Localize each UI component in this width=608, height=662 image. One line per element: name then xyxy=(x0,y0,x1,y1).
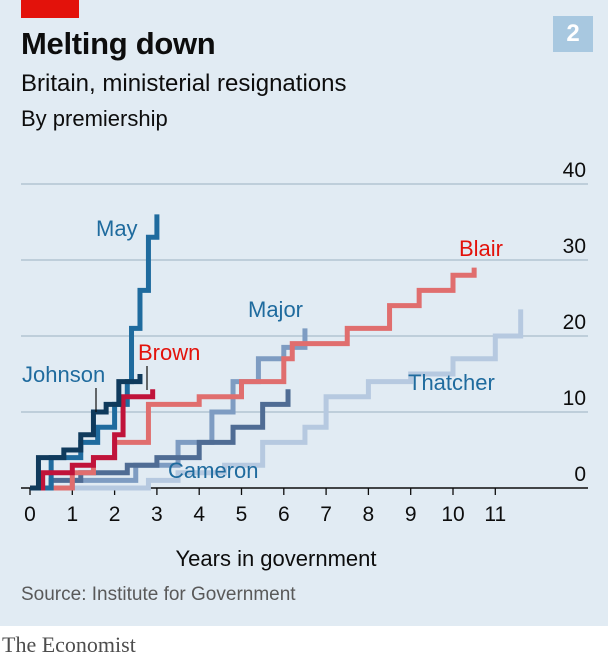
x-tick-label: 5 xyxy=(236,503,248,526)
series-label-major: Major xyxy=(248,297,303,322)
series-label-brown: Brown xyxy=(138,340,200,365)
chart-note: By premiership xyxy=(21,106,168,131)
x-tick-label: 11 xyxy=(484,503,506,526)
series-line-brown xyxy=(30,389,156,491)
brand-red-tag xyxy=(21,0,79,18)
y-tick-label: 0 xyxy=(574,463,586,486)
series-line-major xyxy=(30,328,308,491)
line-chart: 0 10 20 30 40 0 1 2 3 4 5 6 7 8 9 10 11 Years in governme… xyxy=(21,159,588,571)
series-label-johnson: Johnson xyxy=(22,362,105,387)
y-tick-label: 20 xyxy=(563,311,586,334)
series-label-thatcher: Thatcher xyxy=(408,370,495,395)
chart-number-badge: 2 xyxy=(553,16,593,52)
x-tick-label: 6 xyxy=(278,503,290,526)
x-tick-label: 8 xyxy=(363,503,375,526)
x-tick-label: 1 xyxy=(66,503,78,526)
series-line-johnson xyxy=(30,374,143,491)
y-tick-label: 40 xyxy=(563,159,586,182)
brand-logo: The Economist xyxy=(2,632,136,657)
chart-panel xyxy=(0,0,608,626)
y-tick-label: 10 xyxy=(563,387,586,410)
source-note: Source: Institute for Government xyxy=(21,584,296,605)
series-label-may: May xyxy=(96,216,138,241)
series-line-may xyxy=(30,214,160,491)
chart-subtitle: Britain, ministerial resignations xyxy=(21,70,347,97)
x-tick-label: 10 xyxy=(441,503,464,526)
series-line-thatcher xyxy=(30,309,524,491)
x-tick-label: 7 xyxy=(320,503,332,526)
x-tick-label: 9 xyxy=(405,503,417,526)
x-tick-label: 3 xyxy=(151,503,163,526)
x-tick-label: 2 xyxy=(109,503,121,526)
x-tick-label: 0 xyxy=(24,503,36,526)
series-label-blair: Blair xyxy=(459,236,503,261)
y-tick-label: 30 xyxy=(563,235,586,258)
chart-title: Melting down xyxy=(21,26,216,61)
series-label-cameron: Cameron xyxy=(168,458,258,483)
x-axis-label: Years in government xyxy=(176,546,377,571)
x-tick-label: 4 xyxy=(193,503,205,526)
